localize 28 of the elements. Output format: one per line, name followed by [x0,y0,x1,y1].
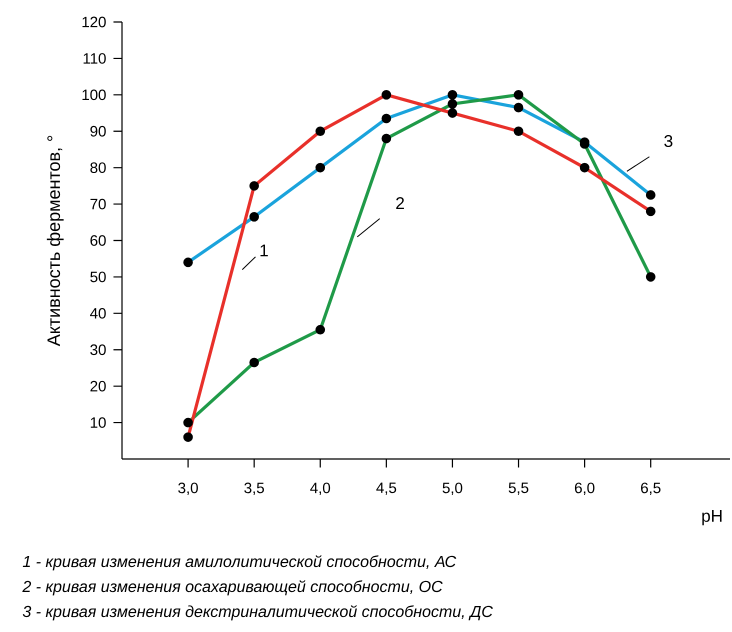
y-tick-label: 30 [90,344,106,356]
y-tick-label: 120 [82,16,106,28]
text: 3 [664,135,672,148]
y-axis-title: Активность ферментов, ° [46,136,64,346]
y-tick-label: 10 [90,417,106,428]
x-tick-label: 5,5 [508,482,528,495]
x-tick-label: 3,0 [178,482,198,495]
y-tick-label: 100 [82,90,106,100]
y-tick-label: 50 [90,272,106,282]
x-tick-label: 6,0 [574,482,594,495]
x-tick-label: 4,5 [376,482,396,495]
y-tick-label: 70 [90,198,106,210]
x-tick-label: 6,5 [641,482,660,495]
x-tick-label: 3,5 [244,482,264,495]
x-tick-label: 4,0 [310,482,330,495]
series-label: 2 [396,197,404,209]
x-axis-title: pH [702,510,722,526]
x-tick-label: 5,0 [442,482,462,495]
y-tick-label: 60 [90,235,106,246]
y-tick-label: 80 [90,162,106,173]
text: 1 - кривая изменения амилолитической способности, АС [22,555,456,570]
y-tick-label: 90 [90,126,106,137]
text: 3 - кривая изменения декстриналитической способности, ДС [22,605,493,620]
y-tick-label: 40 [90,308,106,319]
text: 2 - кривая изменения осахаривающей способности, ОС [22,580,443,596]
y-tick-label: 20 [90,380,106,392]
y-tick-label: 110 [84,53,106,64]
series-label: 1 [260,244,268,256]
